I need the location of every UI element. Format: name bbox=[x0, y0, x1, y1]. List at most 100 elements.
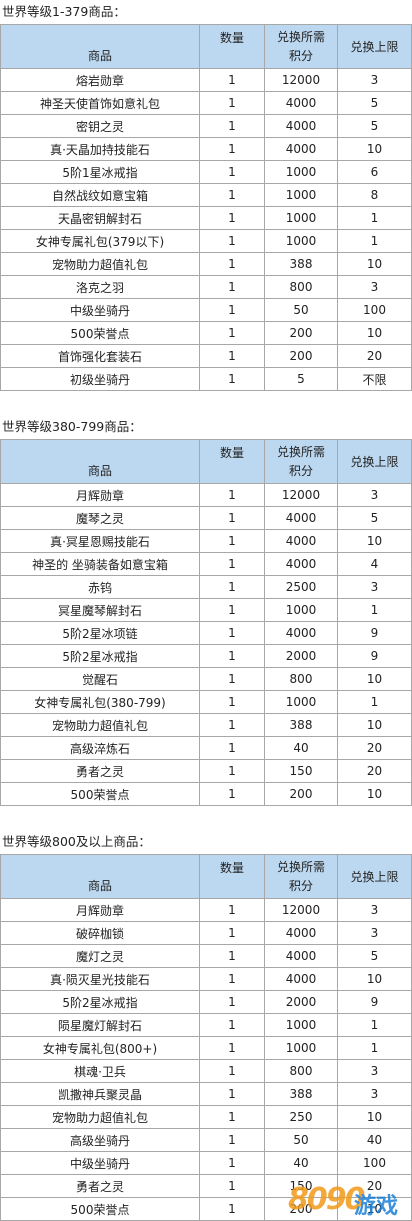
header-cost-text: 兑换所需积分 bbox=[276, 859, 325, 893]
table-row: 女神专属礼包(800+) 1 1000 1 bbox=[0, 1036, 412, 1060]
cell-cost: 388 bbox=[264, 713, 338, 737]
table-row: 真·冥星恩赐技能石 1 4000 10 bbox=[0, 529, 412, 553]
cell-name: 宠物助力超值礼包 bbox=[0, 252, 200, 276]
cell-cost: 50 bbox=[264, 1128, 338, 1152]
header-name: 商品 bbox=[0, 854, 200, 899]
cell-qty: 1 bbox=[199, 1059, 265, 1083]
cell-limit: 100 bbox=[337, 1151, 412, 1175]
cell-cost: 5 bbox=[264, 367, 338, 391]
table-row: 月辉勋章 1 12000 3 bbox=[0, 483, 412, 507]
cell-qty: 1 bbox=[199, 1128, 265, 1152]
cell-name: 密钥之灵 bbox=[0, 114, 200, 138]
cell-qty: 1 bbox=[199, 1105, 265, 1129]
cell-qty: 1 bbox=[199, 344, 265, 368]
cell-name: 中级坐骑丹 bbox=[0, 298, 200, 322]
cell-qty: 1 bbox=[199, 552, 265, 576]
header-cost-text: 兑换所需积分 bbox=[276, 444, 325, 478]
table-row: 500荣誉点 1 200 10 bbox=[0, 321, 412, 345]
cell-cost: 4000 bbox=[264, 944, 338, 968]
cell-name: 勇者之灵 bbox=[0, 759, 200, 783]
table-row: 凯撒神兵聚灵晶 1 388 3 bbox=[0, 1082, 412, 1106]
cell-limit: 10 bbox=[337, 713, 412, 737]
cell-qty: 1 bbox=[199, 759, 265, 783]
cell-limit: 9 bbox=[337, 990, 412, 1014]
cell-limit: 10 bbox=[337, 252, 412, 276]
table-row: 女神专属礼包(379以下) 1 1000 1 bbox=[0, 229, 412, 253]
cell-name: 觉醒石 bbox=[0, 667, 200, 691]
cell-cost: 388 bbox=[264, 1082, 338, 1106]
cell-qty: 1 bbox=[199, 275, 265, 299]
cell-qty: 1 bbox=[199, 68, 265, 92]
cell-name: 月辉勋章 bbox=[0, 483, 200, 507]
cell-limit: 1 bbox=[337, 206, 412, 230]
cell-name: 破碎枷锁 bbox=[0, 921, 200, 945]
cell-limit: 3 bbox=[337, 483, 412, 507]
section-title: 世界等级380-799商品： bbox=[2, 419, 142, 434]
cell-qty: 1 bbox=[199, 736, 265, 760]
cell-name: 真·陨灭星光技能石 bbox=[0, 967, 200, 991]
cell-limit: 1 bbox=[337, 1036, 412, 1060]
cell-qty: 1 bbox=[199, 183, 265, 207]
cell-name: 赤钨 bbox=[0, 575, 200, 599]
header-limit: 兑换上限 bbox=[337, 24, 412, 69]
table-row: 初级坐骑丹 1 5 不限 bbox=[0, 367, 412, 391]
section-title: 世界等级1-379商品： bbox=[2, 4, 126, 19]
cell-name: 5阶2星冰项链 bbox=[0, 621, 200, 645]
cell-name: 自然战纹如意宝箱 bbox=[0, 183, 200, 207]
table-row: 破碎枷锁 1 4000 3 bbox=[0, 921, 412, 945]
watermark-digits: 8090 bbox=[288, 1182, 365, 1217]
cell-cost: 800 bbox=[264, 1059, 338, 1083]
cell-cost: 4000 bbox=[264, 529, 338, 553]
cell-qty: 1 bbox=[199, 921, 265, 945]
cell-name: 500荣誉点 bbox=[0, 321, 200, 345]
cell-limit: 20 bbox=[337, 344, 412, 368]
cell-cost: 1000 bbox=[264, 206, 338, 230]
cell-cost: 800 bbox=[264, 667, 338, 691]
cell-qty: 1 bbox=[199, 367, 265, 391]
cell-qty: 1 bbox=[199, 1151, 265, 1175]
cell-name: 魔琴之灵 bbox=[0, 506, 200, 530]
cell-cost: 4000 bbox=[264, 91, 338, 115]
cell-cost: 2000 bbox=[264, 990, 338, 1014]
cell-name: 陨星魔灯解封石 bbox=[0, 1013, 200, 1037]
table-row: 熔岩勋章 1 12000 3 bbox=[0, 68, 412, 92]
cell-cost: 150 bbox=[264, 759, 338, 783]
table-row: 5阶2星冰项链 1 4000 9 bbox=[0, 621, 412, 645]
cell-qty: 1 bbox=[199, 621, 265, 645]
table-row: 魔琴之灵 1 4000 5 bbox=[0, 506, 412, 530]
table-row: 密钥之灵 1 4000 5 bbox=[0, 114, 412, 138]
cell-qty: 1 bbox=[199, 483, 265, 507]
cell-limit: 3 bbox=[337, 898, 412, 922]
cell-limit: 8 bbox=[337, 183, 412, 207]
cell-limit: 10 bbox=[337, 667, 412, 691]
cell-limit: 3 bbox=[337, 575, 412, 599]
cell-name: 初级坐骑丹 bbox=[0, 367, 200, 391]
cell-name: 宠物助力超值礼包 bbox=[0, 1105, 200, 1129]
section-1: 世界等级1-379商品： 商品 数量 兑换所需积分 兑换上限 熔岩勋章 1 12000 3 神圣天… bbox=[0, 0, 412, 391]
cell-name: 真·冥星恩赐技能石 bbox=[0, 529, 200, 553]
cell-name: 魔灯之灵 bbox=[0, 944, 200, 968]
cell-name: 天晶密钥解封石 bbox=[0, 206, 200, 230]
cell-name: 5阶2星冰戒指 bbox=[0, 990, 200, 1014]
header-cost: 兑换所需积分 bbox=[264, 24, 338, 69]
cell-limit: 10 bbox=[337, 1105, 412, 1129]
header-name: 商品 bbox=[0, 24, 200, 69]
cell-limit: 1 bbox=[337, 229, 412, 253]
table-row: 500荣誉点 1 200 10 bbox=[0, 782, 412, 806]
cell-cost: 4000 bbox=[264, 114, 338, 138]
table-row: 真·陨灭星光技能石 1 4000 10 bbox=[0, 967, 412, 991]
table-row: 500荣誉点 1 200 10 bbox=[0, 1197, 412, 1221]
cell-name: 神圣的 坐骑装备如意宝箱 bbox=[0, 552, 200, 576]
cell-cost: 1000 bbox=[264, 1013, 338, 1037]
cell-limit: 5 bbox=[337, 944, 412, 968]
table-row: 高级淬炼石 1 40 20 bbox=[0, 736, 412, 760]
table-row: 神圣的 坐骑装备如意宝箱 1 4000 4 bbox=[0, 552, 412, 576]
cell-qty: 1 bbox=[199, 298, 265, 322]
cell-qty: 1 bbox=[199, 91, 265, 115]
table-row: 冥星魔琴解封石 1 1000 1 bbox=[0, 598, 412, 622]
cell-cost: 1000 bbox=[264, 160, 338, 184]
header-qty: 数量 bbox=[199, 439, 265, 484]
table-row: 5阶1星冰戒指 1 1000 6 bbox=[0, 160, 412, 184]
table-row: 真·天晶加持技能石 1 4000 10 bbox=[0, 137, 412, 161]
cell-cost: 800 bbox=[264, 275, 338, 299]
